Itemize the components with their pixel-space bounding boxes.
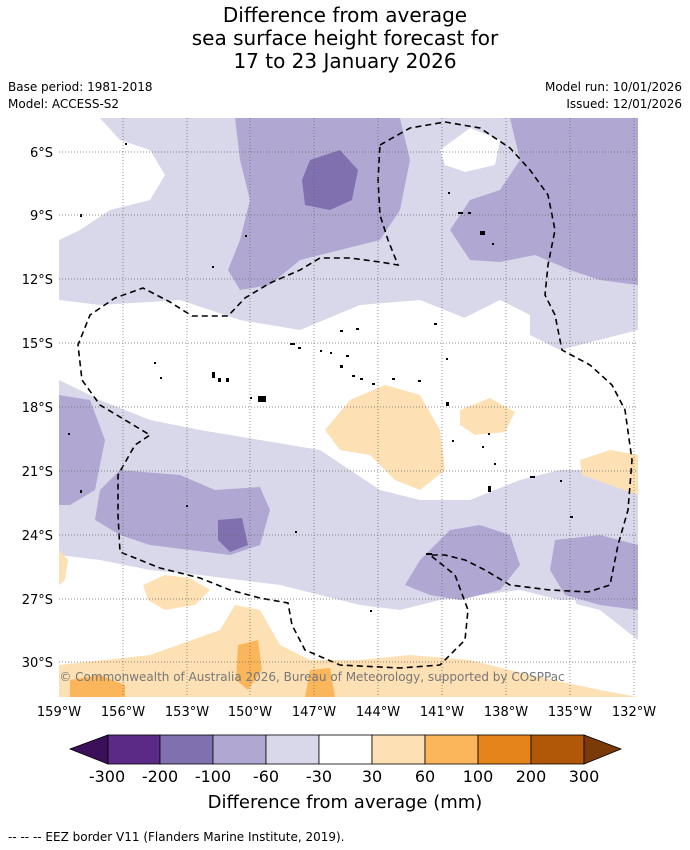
title-line-3: 17 to 23 January 2026 <box>233 49 457 73</box>
lon-label-153w: 153°W <box>165 705 209 720</box>
lat-label-18s: 18°S <box>22 401 53 416</box>
lat-label-15s: 15°S <box>22 337 53 352</box>
lat-label-21s: 21°S <box>22 465 53 480</box>
lon-label-135w: 135°W <box>548 705 592 720</box>
lon-label-156w: 156°W <box>101 705 145 720</box>
colorbar-label: Difference from average (mm) <box>207 792 483 813</box>
lat-label-12s: 12°S <box>22 273 53 288</box>
colorbar-tick: -300 <box>89 767 125 786</box>
lat-label-6s: 6°S <box>30 146 53 161</box>
colorbar-tick: -200 <box>142 767 178 786</box>
colorbar-tick: -100 <box>195 767 231 786</box>
model-run: Model run: 10/01/2026 <box>544 80 682 94</box>
lat-label-9s: 9°S <box>30 209 53 224</box>
colorbar-bin <box>318 734 373 765</box>
colorbar-high-extend <box>583 734 623 765</box>
title-line-2: sea surface height forecast for <box>191 26 499 50</box>
colorbar-tick: 200 <box>516 767 547 786</box>
graticule <box>59 118 638 697</box>
colorbar-tick: -60 <box>253 767 279 786</box>
colorbar-bin <box>530 734 585 765</box>
lon-label-150w: 150°W <box>228 705 272 720</box>
colorbar-bin <box>424 734 479 765</box>
colorbar-low-extend <box>68 734 109 765</box>
title-line-1: Difference from average <box>222 3 468 27</box>
model-name: Model: ACCESS-S2 <box>8 97 120 111</box>
anomaly-field <box>59 118 638 697</box>
base-period: Base period: 1981-2018 <box>8 80 153 94</box>
colorbar-tick: 300 <box>569 767 600 786</box>
lon-label-132w: 132°W <box>612 705 656 720</box>
lat-label-27s: 27°S <box>22 593 53 608</box>
lat-label-24s: 24°S <box>22 529 53 544</box>
lon-label-138w: 138°W <box>484 705 528 720</box>
eez-legend-text: -- -- -- EEZ border V11 (Flanders Marine… <box>8 830 345 844</box>
island-markers <box>68 143 573 612</box>
colorbar-tick: -30 <box>306 767 332 786</box>
colorbar-bin <box>265 734 320 765</box>
eez-border <box>77 121 633 669</box>
copyright-text: © Commonwealth of Australia 2026, Bureau… <box>59 670 564 684</box>
colorbar-tick: 30 <box>362 767 382 786</box>
lat-label-30s: 30°S <box>22 656 53 671</box>
lon-label-141w: 141°W <box>420 705 464 720</box>
colorbar-bin <box>159 734 214 765</box>
lon-label-144w: 144°W <box>356 705 400 720</box>
colorbar-tick: 100 <box>463 767 494 786</box>
colorbar <box>68 734 623 765</box>
issued-date: Issued: 12/01/2026 <box>566 97 682 111</box>
colorbar-bin <box>477 734 532 765</box>
colorbar-bin <box>212 734 267 765</box>
colorbar-bin <box>371 734 426 765</box>
lon-label-159w: 159°W <box>37 705 81 720</box>
lon-label-147w: 147°W <box>292 705 336 720</box>
sea-height-map: 6°S 9°S 12°S 15°S 18°S 21°S 24°S 27°S 30… <box>22 118 656 786</box>
colorbar-bin <box>107 734 161 765</box>
colorbar-tick: 60 <box>415 767 435 786</box>
